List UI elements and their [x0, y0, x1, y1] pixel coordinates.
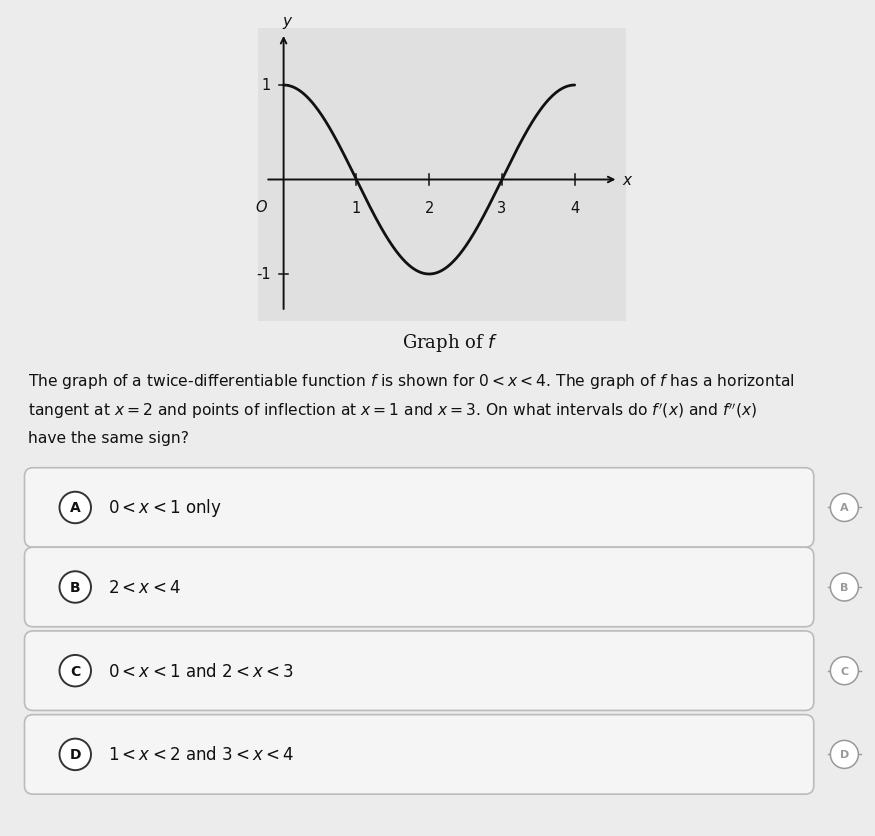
Text: D: D [69, 747, 81, 762]
Text: tangent at $x = 2$ and points of inflection at $x = 1$ and $x = 3$. On what inte: tangent at $x = 2$ and points of inflect… [28, 401, 757, 421]
Text: B: B [70, 580, 80, 594]
Text: 2: 2 [424, 201, 434, 216]
Text: C: C [70, 664, 80, 678]
Text: C: C [840, 666, 849, 675]
Text: $1 < x < 2$ and $3 < x < 4$: $1 < x < 2$ and $3 < x < 4$ [108, 746, 294, 763]
Text: -1: -1 [255, 268, 270, 283]
Text: $O$: $O$ [255, 199, 268, 215]
Text: Graph of $f$: Graph of $f$ [402, 332, 499, 354]
Text: $y$: $y$ [282, 15, 294, 31]
Text: 4: 4 [570, 201, 579, 216]
Text: have the same sign?: have the same sign? [28, 431, 189, 446]
Text: $x$: $x$ [622, 173, 634, 188]
Text: 1: 1 [352, 201, 361, 216]
Text: 1: 1 [262, 79, 270, 94]
Text: B: B [840, 583, 849, 592]
Text: The graph of a twice-differentiable function $f$ is shown for $0 < x < 4$. The g: The graph of a twice-differentiable func… [28, 372, 794, 391]
Text: 3: 3 [497, 201, 507, 216]
Text: D: D [840, 750, 849, 759]
Text: $0 < x < 1$ only: $0 < x < 1$ only [108, 497, 221, 519]
Text: A: A [840, 503, 849, 512]
Text: A: A [70, 501, 80, 515]
Text: $2 < x < 4$: $2 < x < 4$ [108, 579, 180, 596]
Text: $0 < x < 1$ and $2 < x < 3$: $0 < x < 1$ and $2 < x < 3$ [108, 662, 294, 680]
